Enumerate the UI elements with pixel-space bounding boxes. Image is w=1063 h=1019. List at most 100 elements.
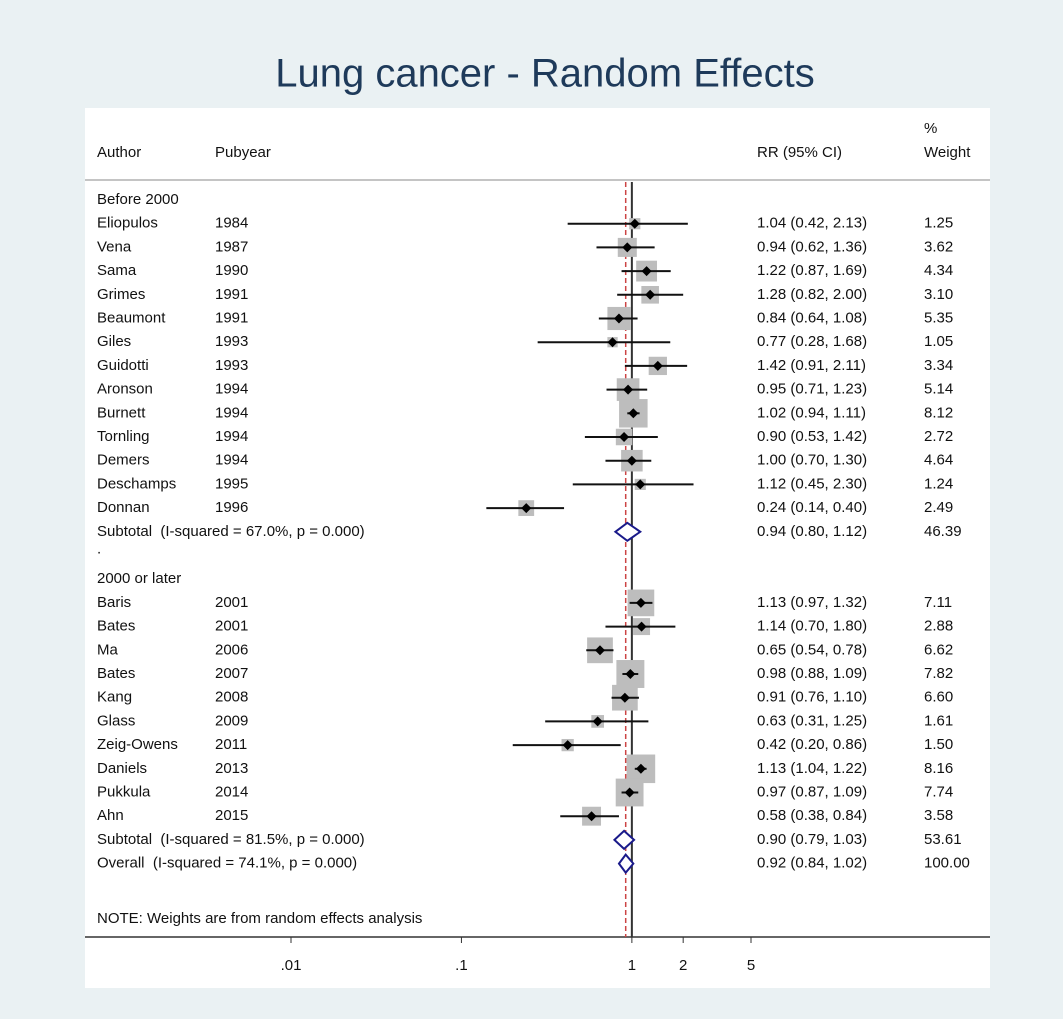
study-author: Guidotti — [97, 357, 149, 374]
weight-label: 3.58 — [924, 807, 953, 824]
subtotal-label: Subtotal (I-squared = 67.0%, p = 0.000) — [97, 523, 365, 540]
estimate-label: 0.94 (0.62, 1.36) — [757, 238, 867, 255]
estimate-label: 0.58 (0.38, 0.84) — [757, 807, 867, 824]
estimate-label: 0.94 (0.80, 1.12) — [757, 523, 867, 540]
study-author: Ma — [97, 641, 118, 658]
study-year: 2013 — [215, 760, 248, 777]
estimate-label: 0.42 (0.20, 0.86) — [757, 736, 867, 753]
study-year: 2015 — [215, 807, 248, 824]
weight-label: 2.88 — [924, 618, 953, 635]
study-year: 1994 — [215, 428, 248, 445]
point-estimate — [635, 597, 646, 608]
study-author: Daniels — [97, 760, 147, 777]
point-estimate — [628, 408, 639, 419]
point-estimate — [629, 218, 640, 229]
weight-label: 1.25 — [924, 215, 953, 232]
study-author: Giles — [97, 333, 131, 350]
estimate-label: 1.04 (0.42, 2.13) — [757, 215, 867, 232]
separator: . — [97, 849, 101, 866]
pooled-diamond — [613, 521, 643, 543]
study-author: Bates — [97, 665, 135, 682]
estimate-label: 0.77 (0.28, 1.68) — [757, 333, 867, 350]
overall-label: Overall (I-squared = 74.1%, p = 0.000) — [97, 855, 357, 872]
estimate-label: 1.13 (0.97, 1.32) — [757, 594, 867, 611]
weight-label: 1.50 — [924, 736, 953, 753]
study-year: 2011 — [215, 736, 247, 753]
pooled-diamond — [612, 829, 636, 851]
study-author: Bates — [97, 618, 135, 635]
weight-label: 7.82 — [924, 665, 953, 682]
point-estimate — [652, 360, 663, 371]
weight-label: 53.61 — [924, 831, 962, 848]
point-estimate — [594, 645, 605, 656]
weight-label: 3.62 — [924, 238, 953, 255]
column-header: Weight — [924, 144, 971, 161]
estimate-label: 0.63 (0.31, 1.25) — [757, 712, 867, 729]
estimate-label: 1.00 (0.70, 1.30) — [757, 452, 867, 469]
estimate-label: 1.14 (0.70, 1.80) — [757, 618, 867, 635]
point-estimate — [624, 787, 635, 798]
estimate-label: 0.91 (0.76, 1.10) — [757, 689, 867, 706]
weight-label: 8.12 — [924, 404, 953, 421]
point-estimate — [635, 763, 646, 774]
study-author: Glass — [97, 712, 135, 729]
study-year: 1994 — [215, 404, 248, 421]
study-year: 2014 — [215, 783, 248, 800]
weight-label: 1.05 — [924, 333, 953, 350]
group-label: 2000 or later — [97, 570, 181, 587]
weight-label: 6.62 — [924, 641, 953, 658]
study-year: 1996 — [215, 499, 248, 516]
weight-label: 5.35 — [924, 309, 953, 326]
point-estimate — [607, 337, 618, 348]
x-tick-label: 1 — [628, 957, 636, 974]
estimate-label: 0.90 (0.79, 1.03) — [757, 831, 867, 848]
weight-label: 2.72 — [924, 428, 953, 445]
weight-label: 1.61 — [924, 712, 953, 729]
weight-label: 7.11 — [924, 594, 952, 611]
study-year: 1990 — [215, 262, 248, 279]
weight-label: 3.34 — [924, 357, 953, 374]
subtotal-label: Subtotal (I-squared = 81.5%, p = 0.000) — [97, 831, 365, 848]
point-estimate — [619, 692, 630, 703]
study-author: Tornling — [97, 428, 150, 445]
estimate-label: 1.12 (0.45, 2.30) — [757, 475, 867, 492]
x-tick-label: .01 — [281, 957, 302, 974]
study-year: 2007 — [215, 665, 248, 682]
study-author: Burnett — [97, 404, 146, 421]
weight-label: 7.74 — [924, 783, 953, 800]
point-estimate — [619, 432, 630, 442]
estimate-label: 1.42 (0.91, 2.11) — [757, 357, 866, 374]
column-header: % — [924, 120, 937, 137]
estimate-label: 1.22 (0.87, 1.69) — [757, 262, 867, 279]
study-author: Aronson — [97, 381, 153, 398]
study-author: Donnan — [97, 499, 150, 516]
group-label: Before 2000 — [97, 191, 179, 208]
chart-title: Lung cancer - Random Effects — [275, 52, 815, 96]
estimate-label: 0.98 (0.88, 1.09) — [757, 665, 867, 682]
study-year: 1994 — [215, 452, 248, 469]
point-estimate — [625, 669, 636, 679]
x-tick-label: 5 — [747, 957, 755, 974]
study-year: 2009 — [215, 712, 248, 729]
separator: . — [97, 540, 101, 557]
column-header: Pubyear — [215, 144, 271, 161]
study-author: Kang — [97, 689, 132, 706]
study-year: 1995 — [215, 475, 248, 492]
weight-label: 46.39 — [924, 523, 962, 540]
weight-label: 1.24 — [924, 475, 953, 492]
point-estimate — [562, 740, 573, 751]
estimate-label: 0.95 (0.71, 1.23) — [757, 381, 867, 398]
column-header: RR (95% CI) — [757, 144, 842, 161]
study-author: Baris — [97, 594, 131, 611]
study-year: 2008 — [215, 689, 248, 706]
plot-panel — [85, 108, 990, 988]
point-estimate — [592, 716, 603, 727]
note: NOTE: Weights are from random effects an… — [97, 910, 422, 927]
study-author: Vena — [97, 238, 132, 255]
point-estimate — [626, 455, 637, 466]
study-year: 1984 — [215, 215, 248, 232]
x-tick-label: 2 — [679, 957, 687, 974]
estimate-label: 1.28 (0.82, 2.00) — [757, 286, 867, 303]
estimate-label: 0.65 (0.54, 0.78) — [757, 641, 867, 658]
